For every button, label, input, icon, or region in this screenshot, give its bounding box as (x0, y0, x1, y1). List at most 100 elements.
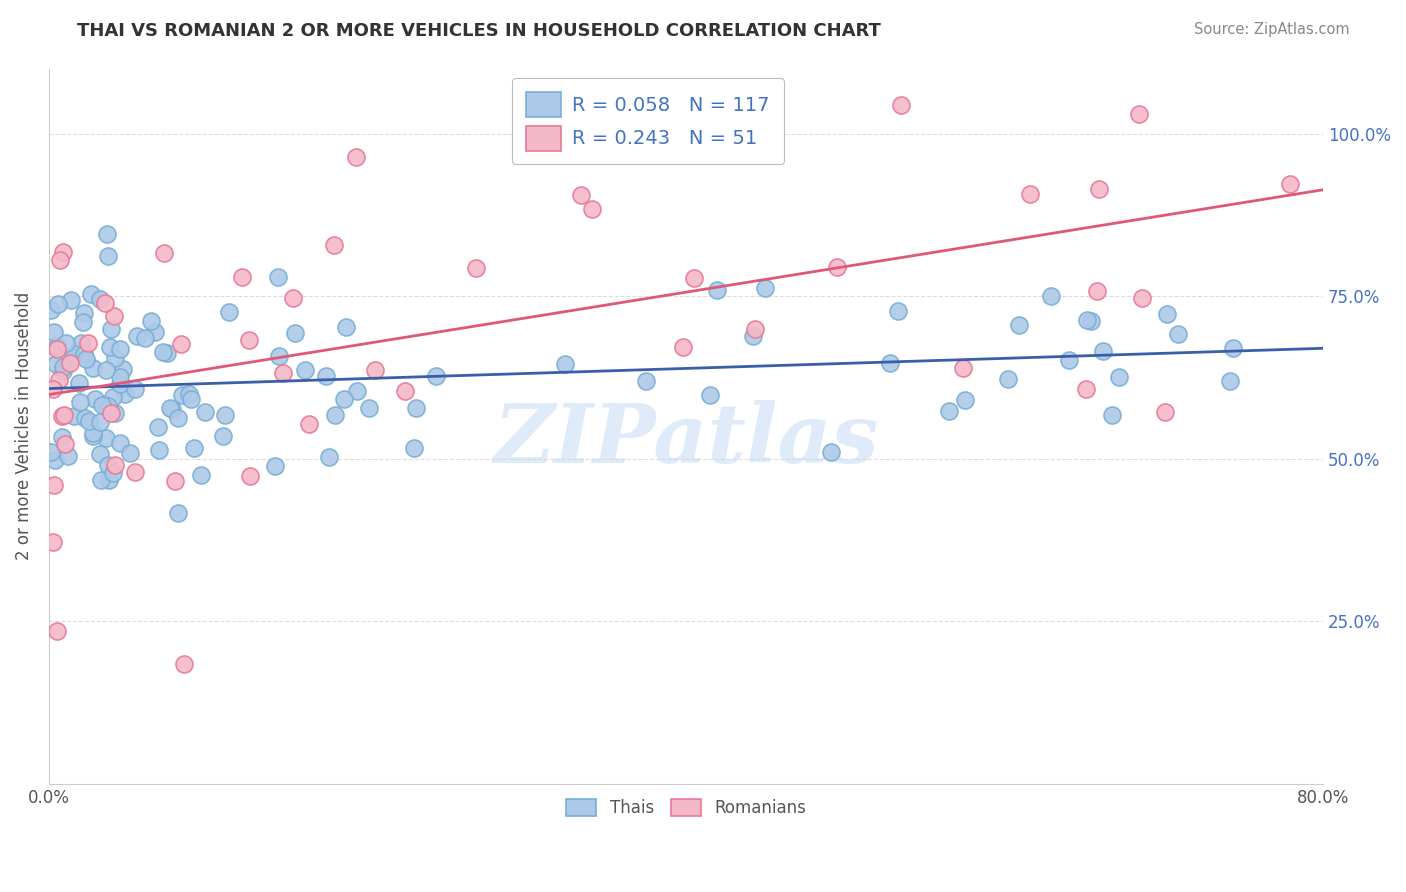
Point (75, 351, 97, 366)
Point (100, 322, 122, 336)
Point (108, 369, 131, 384)
Point (1167, 327, 1189, 342)
Point (46, 343, 69, 357)
Point (103, 309, 125, 323)
Point (239, 469, 262, 483)
Point (1092, 344, 1115, 359)
Point (73, 411, 96, 425)
Point (53, 408, 76, 422)
Point (49, 253, 72, 268)
Point (148, 443, 170, 458)
Point (44, 326, 66, 340)
Point (1080, 314, 1102, 328)
Legend: Thais, Romanians: Thais, Romanians (558, 790, 814, 825)
Point (553, 94, 575, 108)
Point (104, 458, 127, 473)
Point (554, 357, 576, 371)
Point (93, 396, 115, 410)
Point (59, 293, 82, 307)
Point (146, 419, 169, 434)
Point (90, 473, 112, 487)
Point (325, 409, 347, 423)
Point (699, 388, 721, 402)
Point (39, 444, 62, 458)
Point (886, 304, 908, 318)
Point (682, 271, 704, 285)
Point (108, 376, 131, 391)
Point (60, 351, 83, 365)
Point (402, 441, 425, 455)
Point (281, 291, 304, 305)
Point (264, 458, 287, 473)
Point (89, 415, 111, 429)
Point (63, 409, 86, 423)
Point (744, 321, 766, 335)
Point (94, 363, 117, 377)
Point (97, 249, 120, 263)
Point (73, 347, 96, 361)
Point (103, 390, 125, 404)
Point (98, 340, 121, 354)
Point (101, 466, 124, 480)
Point (238, 334, 260, 348)
Point (46, 624, 69, 638)
Point (42, 382, 65, 396)
Point (1007, 318, 1029, 332)
Point (72, 314, 94, 328)
Point (212, 429, 235, 443)
Point (359, 401, 381, 416)
Point (405, 401, 427, 415)
Point (704, 112, 727, 126)
Point (52, 364, 75, 378)
Point (70, 335, 93, 350)
Point (63, 347, 86, 361)
Point (267, 269, 290, 284)
Point (170, 336, 193, 351)
Point (323, 237, 346, 252)
Point (45, 339, 67, 353)
Point (271, 366, 294, 380)
Point (159, 401, 181, 415)
Point (76, 336, 98, 351)
Point (1219, 374, 1241, 388)
Point (1128, 107, 1150, 121)
Point (89, 447, 111, 461)
Point (636, 375, 658, 389)
Text: Source: ZipAtlas.com: Source: ZipAtlas.com (1194, 22, 1350, 37)
Point (91, 398, 114, 412)
Point (111, 361, 134, 376)
Point (104, 351, 127, 365)
Point (45, 357, 67, 371)
Point (83, 392, 105, 406)
Point (89, 292, 111, 306)
Point (1154, 404, 1177, 418)
Point (134, 331, 156, 345)
Point (1108, 370, 1130, 384)
Point (53, 437, 76, 451)
Point (167, 506, 190, 520)
Point (890, 98, 912, 112)
Point (294, 363, 316, 377)
Point (79, 287, 101, 301)
Point (41, 302, 63, 317)
Point (214, 408, 236, 422)
Point (820, 444, 842, 458)
Point (52, 244, 75, 259)
Point (46, 296, 69, 310)
Point (108, 342, 131, 356)
Point (879, 356, 901, 370)
Point (96, 431, 118, 445)
Point (165, 474, 187, 488)
Text: THAI VS ROMANIAN 2 OR MORE VEHICLES IN HOUSEHOLD CORRELATION CHART: THAI VS ROMANIAN 2 OR MORE VEHICLES IN H… (77, 22, 882, 40)
Point (156, 345, 179, 359)
Point (672, 340, 695, 354)
Point (124, 466, 146, 480)
Point (173, 657, 195, 671)
Point (93, 296, 115, 310)
Point (114, 387, 136, 401)
Point (284, 326, 307, 341)
Point (364, 362, 387, 376)
Point (1101, 408, 1123, 422)
Point (754, 280, 776, 294)
Point (170, 388, 193, 402)
